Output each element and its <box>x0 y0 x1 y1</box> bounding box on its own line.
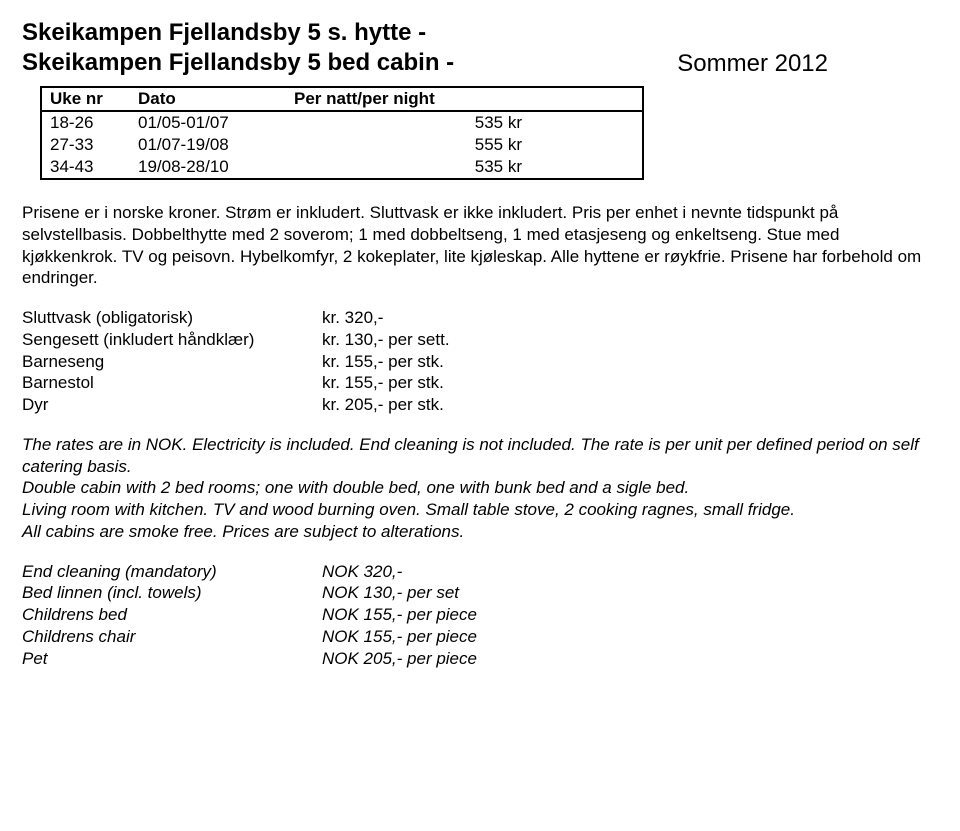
extras-row: Childrens chair NOK 155,- per piece <box>22 626 938 648</box>
extras-row: Pet NOK 205,- per piece <box>22 648 938 670</box>
table-row: 18-26 01/05-01/07 535 kr <box>41 111 643 134</box>
cell-date: 01/07-19/08 <box>130 134 286 156</box>
cell-week: 27-33 <box>41 134 130 156</box>
page-title: Skeikampen Fjellandsby 5 s. hytte - Skei… <box>22 18 454 78</box>
extras-row: End cleaning (mandatory) NOK 320,- <box>22 561 938 583</box>
cell-price: 535 kr <box>286 156 643 179</box>
header: Skeikampen Fjellandsby 5 s. hytte - Skei… <box>22 18 938 78</box>
extras-label: Bed linnen (incl. towels) <box>22 582 322 604</box>
extras-value: NOK 320,- <box>322 561 402 583</box>
extras-row: Sluttvask (obligatorisk) kr. 320,- <box>22 307 938 329</box>
eng-line: All cabins are smoke free. Prices are su… <box>22 521 938 543</box>
norwegian-extras: Sluttvask (obligatorisk) kr. 320,- Senge… <box>22 307 938 416</box>
extras-value: kr. 320,- <box>322 307 383 329</box>
extras-value: kr. 155,- per stk. <box>322 372 444 394</box>
extras-label: Barnestol <box>22 372 322 394</box>
extras-label: Dyr <box>22 394 322 416</box>
cell-week: 34-43 <box>41 156 130 179</box>
cell-date: 01/05-01/07 <box>130 111 286 134</box>
table-row: 34-43 19/08-28/10 535 kr <box>41 156 643 179</box>
extras-label: Sengesett (inkludert håndklær) <box>22 329 322 351</box>
extras-row: Childrens bed NOK 155,- per piece <box>22 604 938 626</box>
cell-week: 18-26 <box>41 111 130 134</box>
extras-row: Barneseng kr. 155,- per stk. <box>22 351 938 373</box>
extras-label: Pet <box>22 648 322 670</box>
english-extras: End cleaning (mandatory) NOK 320,- Bed l… <box>22 561 938 670</box>
extras-value: NOK 155,- per piece <box>322 604 477 626</box>
extras-value: NOK 155,- per piece <box>322 626 477 648</box>
cell-price: 535 kr <box>286 111 643 134</box>
eng-line: The rates are in NOK. Electricity is inc… <box>22 434 938 478</box>
extras-value: kr. 205,- per stk. <box>322 394 444 416</box>
season-label: Sommer 2012 <box>677 50 938 78</box>
extras-value: NOK 130,- per set <box>322 582 459 604</box>
extras-row: Sengesett (inkludert håndklær) kr. 130,-… <box>22 329 938 351</box>
col-date: Dato <box>130 87 286 111</box>
extras-value: kr. 130,- per sett. <box>322 329 450 351</box>
eng-line: Double cabin with 2 bed rooms; one with … <box>22 477 938 499</box>
extras-label: Childrens bed <box>22 604 322 626</box>
extras-value: kr. 155,- per stk. <box>322 351 444 373</box>
cell-date: 19/08-28/10 <box>130 156 286 179</box>
extras-row: Barnestol kr. 155,- per stk. <box>22 372 938 394</box>
col-price: Per natt/per night <box>286 87 643 111</box>
extras-label: End cleaning (mandatory) <box>22 561 322 583</box>
english-description: The rates are in NOK. Electricity is inc… <box>22 434 938 543</box>
price-table: Uke nr Dato Per natt/per night 18-26 01/… <box>40 86 644 180</box>
extras-label: Sluttvask (obligatorisk) <box>22 307 322 329</box>
extras-row: Bed linnen (incl. towels) NOK 130,- per … <box>22 582 938 604</box>
table-row: 27-33 01/07-19/08 555 kr <box>41 134 643 156</box>
title-line-1: Skeikampen Fjellandsby 5 s. hytte - <box>22 18 454 48</box>
table-header-row: Uke nr Dato Per natt/per night <box>41 87 643 111</box>
eng-line: Living room with kitchen. TV and wood bu… <box>22 499 938 521</box>
title-line-2: Skeikampen Fjellandsby 5 bed cabin - <box>22 48 454 78</box>
extras-row: Dyr kr. 205,- per stk. <box>22 394 938 416</box>
extras-label: Barneseng <box>22 351 322 373</box>
extras-value: NOK 205,- per piece <box>322 648 477 670</box>
extras-label: Childrens chair <box>22 626 322 648</box>
cell-price: 555 kr <box>286 134 643 156</box>
norwegian-description: Prisene er i norske kroner. Strøm er ink… <box>22 202 938 289</box>
col-week: Uke nr <box>41 87 130 111</box>
